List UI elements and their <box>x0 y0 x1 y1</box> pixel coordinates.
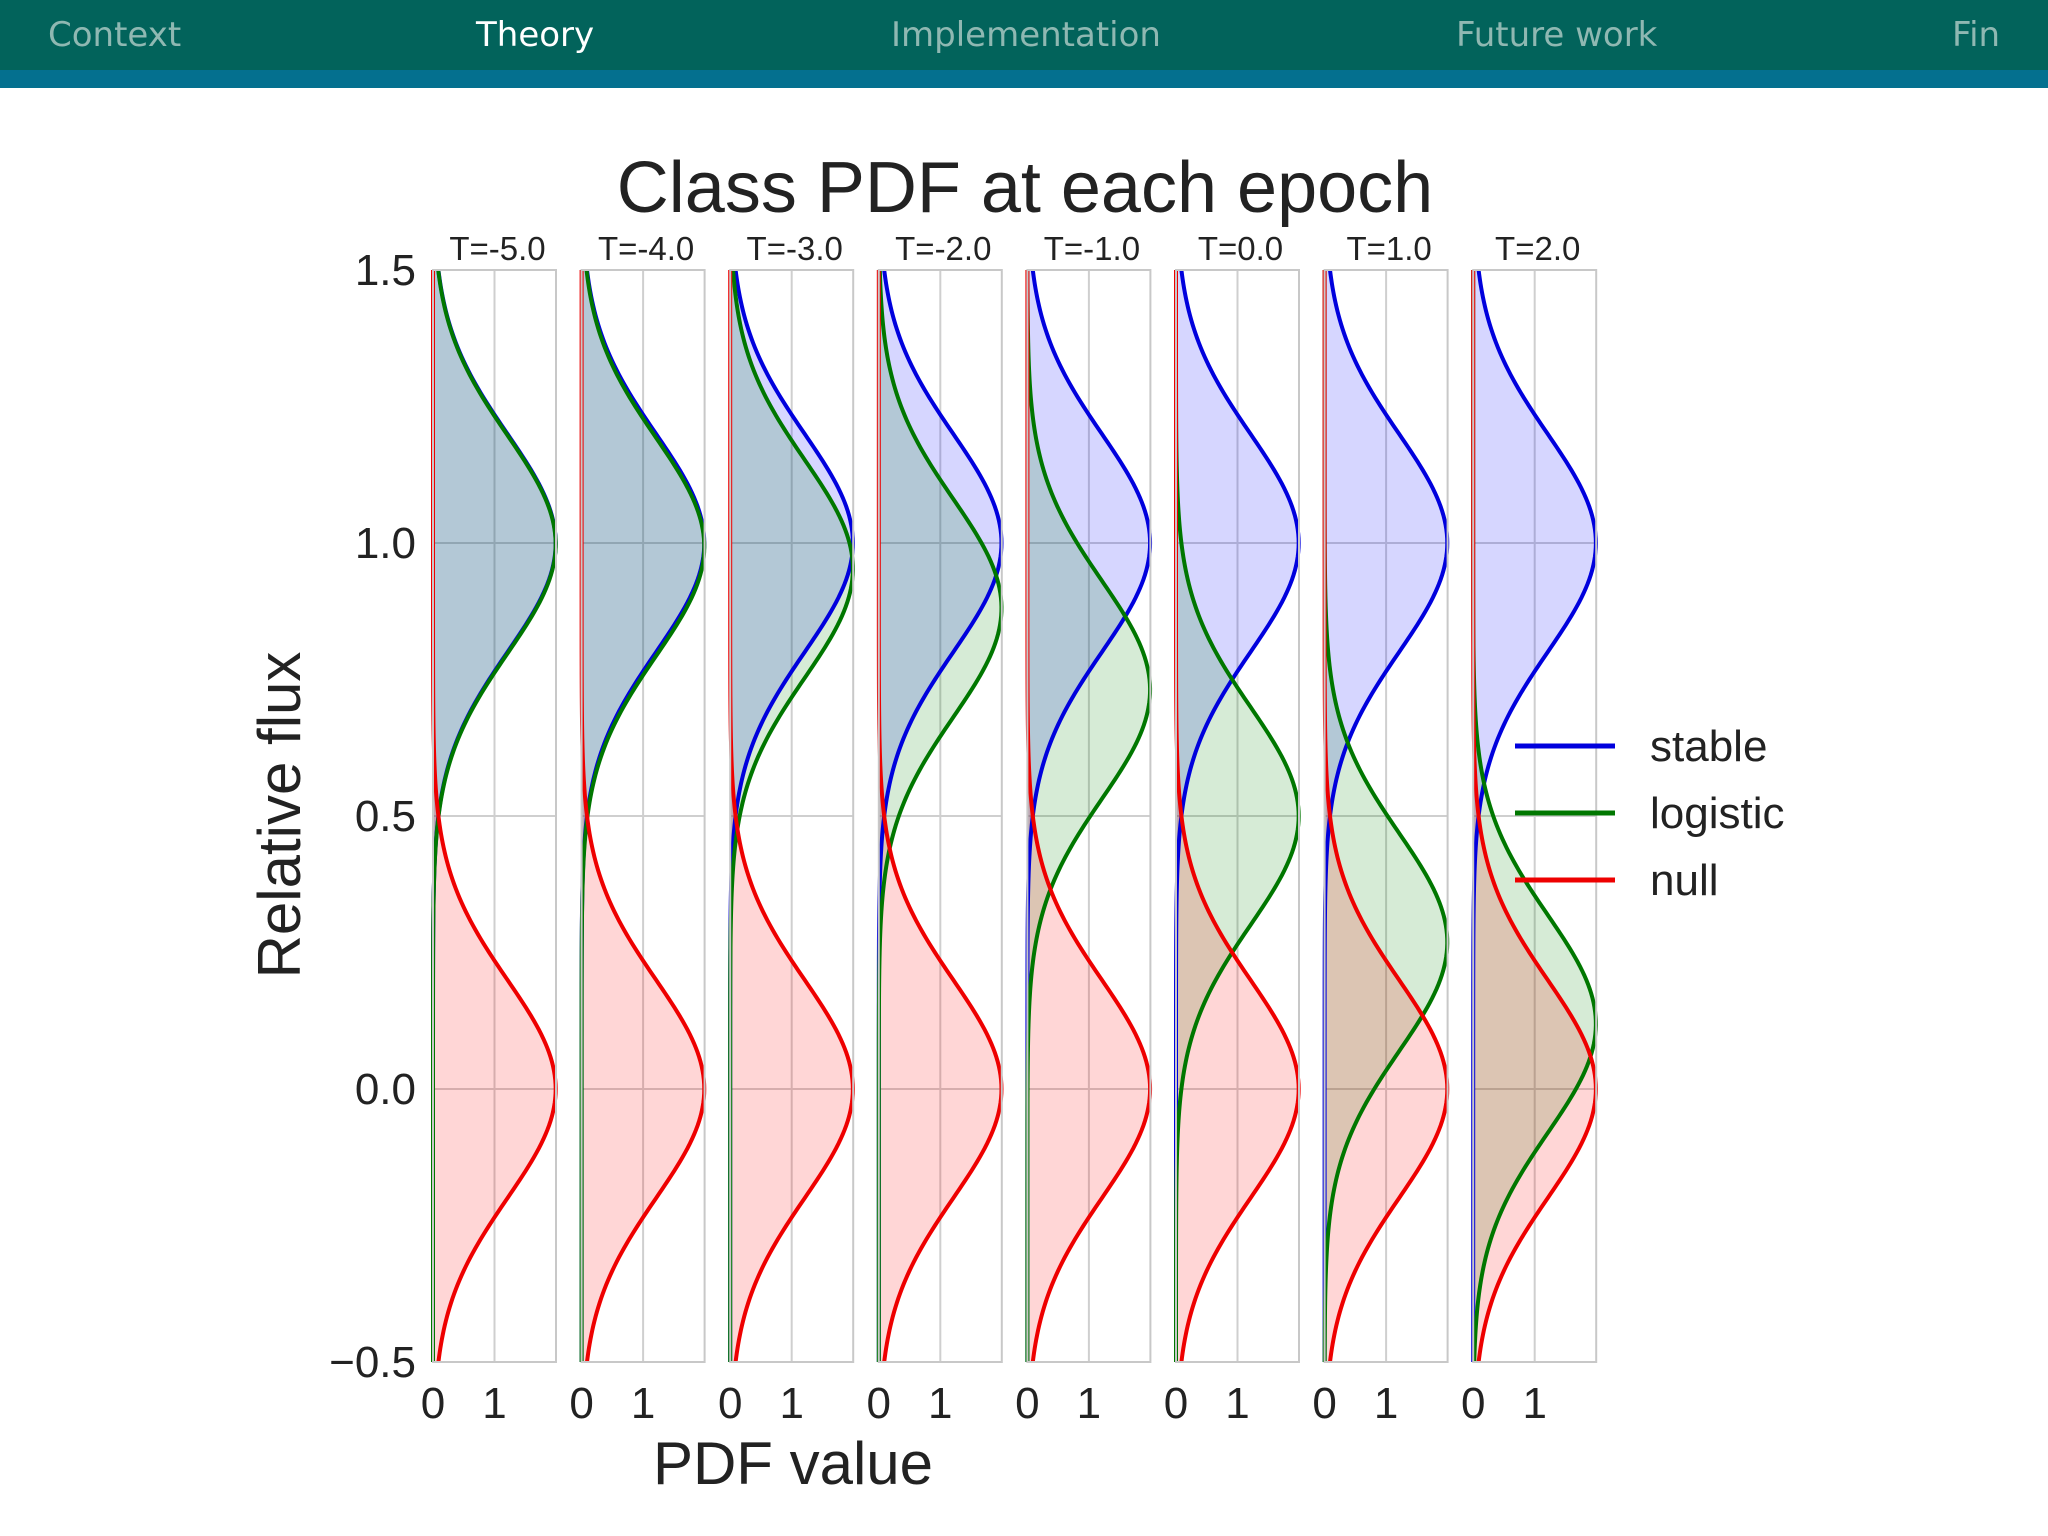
null-area-2 <box>730 270 853 1362</box>
x-tick-label: 1 <box>631 1379 655 1428</box>
y-tick-labels: 1.5 1.0 0.5 0.0 −0.5 <box>329 246 416 1387</box>
null-area-6 <box>1324 270 1448 1362</box>
stable-area-0 <box>433 270 556 1362</box>
panel-frame <box>1323 269 1449 1363</box>
nav-item-context[interactable]: Context <box>48 15 182 55</box>
panel-label-7: T=2.0 <box>1495 230 1580 267</box>
panels-group: T=-5.00 1T=-4.00 1T=-3.00 1T=-2.00 1T=-1.00 1… <box>421 230 1598 1428</box>
x-tick-label: 1 <box>1077 1379 1101 1428</box>
x-tick-label: 1 <box>1374 1379 1398 1428</box>
panel-frame <box>580 269 706 1363</box>
legend-label-null: null <box>1650 856 1719 905</box>
x-tick-label: 0 <box>867 1379 891 1428</box>
panel-frame <box>1472 269 1598 1363</box>
x-tick-label: 0 <box>1164 1379 1188 1428</box>
x-tick-label: 0 <box>1461 1379 1485 1428</box>
nav-item-fin[interactable]: Fin <box>1952 15 2001 55</box>
panel-frame <box>729 269 855 1363</box>
stable-area-1 <box>581 270 705 1362</box>
x-tick-label: 1 <box>1522 1379 1546 1428</box>
panel-frame <box>1175 269 1300 1363</box>
y-tick-label: −0.5 <box>329 1338 416 1387</box>
null-area-3 <box>878 270 1002 1362</box>
panel-label-1: T=-4.0 <box>598 230 694 267</box>
stable-area-3 <box>878 270 1002 1362</box>
stable-area-4 <box>1027 270 1151 1362</box>
panel-label-5: T=0.0 <box>1198 230 1283 267</box>
null-area-4 <box>1027 270 1151 1362</box>
x-tick-label: 0 <box>569 1379 593 1428</box>
logistic-area-3 <box>878 270 1002 1362</box>
stable-area-7 <box>1473 270 1596 1362</box>
stable-area-6 <box>1324 270 1448 1362</box>
nav-bar <box>0 0 2048 70</box>
nav-item-implementation[interactable]: Implementation <box>891 15 1161 55</box>
legend-label-logistic: logistic <box>1650 789 1785 838</box>
y-tick-label: 0.0 <box>355 1065 416 1114</box>
x-tick-label: 0 <box>421 1379 445 1428</box>
panel-1: T=-4.0 0 1 <box>569 230 707 1428</box>
legend: stable logistic null <box>1515 722 1785 905</box>
legend-label-stable: stable <box>1650 722 1767 771</box>
panel-5: T=0.0 0 1 <box>1164 230 1301 1428</box>
panel-7: T=2.0 0 1 <box>1461 230 1598 1428</box>
x-tick-label: 1 <box>779 1379 803 1428</box>
nav-accent-stripe <box>0 70 2048 88</box>
x-tick-label: 1 <box>1225 1379 1249 1428</box>
null-area-0 <box>433 270 556 1362</box>
panel-label-4: T=-1.0 <box>1044 230 1140 267</box>
panel-label-6: T=1.0 <box>1346 230 1431 267</box>
y-tick-label: 0.5 <box>355 792 416 841</box>
panel-frame <box>1026 269 1152 1363</box>
x-tick-label: 0 <box>718 1379 742 1428</box>
panel-frame <box>432 269 557 1363</box>
y-tick-label: 1.5 <box>355 246 416 295</box>
x-tick-label: 1 <box>928 1379 952 1428</box>
null-area-1 <box>581 270 705 1362</box>
x-tick-label: 0 <box>1015 1379 1039 1428</box>
class-pdf-chart: Class PDF at each epoch Relative flux PD… <box>246 148 1785 1497</box>
panel-frame <box>877 269 1003 1363</box>
panel-label-2: T=-3.0 <box>747 230 843 267</box>
y-axis-label: Relative flux <box>246 652 313 979</box>
x-axis-label: PDF value <box>653 1430 933 1497</box>
null-area-7 <box>1473 270 1596 1362</box>
logistic-area-1 <box>581 270 705 1362</box>
y-tick-label: 1.0 <box>355 519 416 568</box>
nav-item-theory[interactable]: Theory <box>476 15 595 55</box>
stable-area-2 <box>730 270 853 1362</box>
null-area-5 <box>1176 270 1299 1362</box>
panel-0: T=-5.0 0 1 <box>421 230 558 1428</box>
nav-item-future-work[interactable]: Future work <box>1456 15 1658 55</box>
panel-3: T=-2.0 0 1 <box>867 230 1004 1428</box>
stable-area-5 <box>1176 270 1299 1362</box>
panel-label-0: T=-5.0 <box>449 230 545 267</box>
x-tick-label: 0 <box>1312 1379 1336 1428</box>
panel-6: T=1.0 0 1 <box>1312 230 1450 1428</box>
logistic-area-7 <box>1473 270 1596 1362</box>
chart-title: Class PDF at each epoch <box>617 148 1433 228</box>
logistic-area-2 <box>730 270 853 1362</box>
panel-4: T=-1.0 0 1 <box>1015 230 1153 1428</box>
x-tick-label: 1 <box>482 1379 506 1428</box>
panel-label-3: T=-2.0 <box>895 230 991 267</box>
logistic-area-5 <box>1176 270 1299 1362</box>
logistic-area-0 <box>433 270 556 1362</box>
panel-2: T=-3.0 0 1 <box>718 230 855 1428</box>
